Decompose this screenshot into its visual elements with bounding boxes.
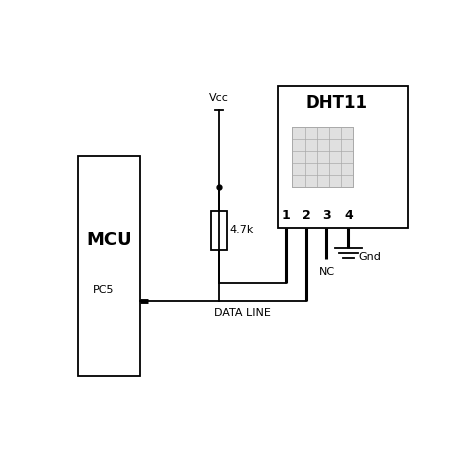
Text: 4.7k: 4.7k xyxy=(229,226,254,236)
Text: NC: NC xyxy=(319,267,335,277)
Text: MCU: MCU xyxy=(86,231,132,249)
Text: Gnd: Gnd xyxy=(358,252,381,262)
Text: 3: 3 xyxy=(322,209,331,222)
Text: Vcc: Vcc xyxy=(209,93,229,103)
Text: 1: 1 xyxy=(282,209,291,222)
Bar xyxy=(278,87,408,228)
Text: 4: 4 xyxy=(344,209,353,222)
Text: DHT11: DHT11 xyxy=(305,94,367,112)
Text: PC5: PC5 xyxy=(92,285,114,295)
Bar xyxy=(292,127,353,187)
Text: DATA LINE: DATA LINE xyxy=(215,308,271,318)
Bar xyxy=(78,156,140,376)
Text: 2: 2 xyxy=(301,209,310,222)
Bar xyxy=(211,211,227,249)
